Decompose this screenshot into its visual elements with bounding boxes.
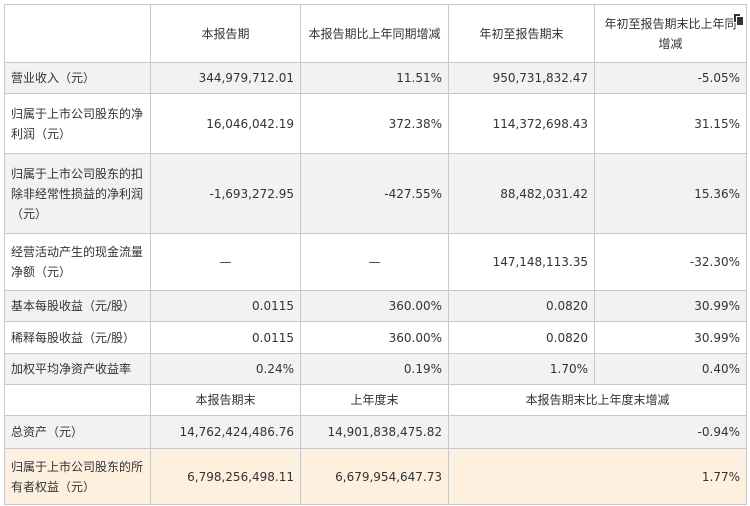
table-row: 基本每股收益（元/股） 0.0115 360.00% 0.0820 30.99%	[4, 290, 747, 322]
header-current-period: 本报告期	[150, 4, 301, 63]
cell-current-period-change: 360.00%	[300, 290, 449, 322]
cell-current-period-change: 11.51%	[300, 62, 449, 94]
row-label: 稀释每股收益（元/股）	[4, 321, 151, 354]
header-year-to-date-change-line1: 年初至报告期末比上年同	[604, 16, 737, 31]
cell-current-period: 16,046,042.19	[150, 93, 301, 154]
table-row: 营业收入（元） 344,979,712.01 11.51% 950,731,83…	[4, 62, 747, 94]
cell-year-to-date-change: 0.40%	[594, 353, 747, 385]
cell-current-period: 344,979,712.01	[150, 62, 301, 94]
header-period-end-change: 本报告期末比上年度末增减	[448, 384, 747, 416]
cell-current-period: -1,693,272.95	[150, 153, 301, 234]
cell-year-to-date-change: 30.99%	[594, 290, 747, 322]
cell-current-period-change: 0.19%	[300, 353, 449, 385]
cell-year-to-date: 1.70%	[448, 353, 595, 385]
cell-year-to-date-change: -5.05%	[594, 62, 747, 94]
cell-year-to-date: 88,482,031.42	[448, 153, 595, 234]
cell-year-to-date: 950,731,832.47	[448, 62, 595, 94]
table-row: 归属于上市公司股东的净利润（元） 16,046,042.19 372.38% 1…	[4, 93, 747, 154]
row-label: 归属于上市公司股东的所有者权益（元）	[4, 448, 151, 505]
header-year-to-date-change: 年初至报告期末比上年同 增减	[594, 4, 747, 63]
cell-prior-year-end: 14,901,838,475.82	[300, 415, 449, 449]
cell-current-period: 0.24%	[150, 353, 301, 385]
cell-year-to-date: 147,148,113.35	[448, 233, 595, 291]
row-label: 加权平均净资产收益率	[4, 353, 151, 385]
header2-empty-cell	[4, 384, 151, 416]
cell-year-to-date-change: 31.15%	[594, 93, 747, 154]
cell-year-to-date-change: -32.30%	[594, 233, 747, 291]
header-empty-cell	[4, 4, 151, 63]
cell-current-period: 0.0115	[150, 290, 301, 322]
header-period-end: 本报告期末	[150, 384, 301, 416]
cell-current-period-change: -427.55%	[300, 153, 449, 234]
table-row: 加权平均净资产收益率 0.24% 0.19% 1.70% 0.40%	[4, 353, 747, 385]
table-row: 经营活动产生的现金流量净额（元） — — 147,148,113.35 -32.…	[4, 233, 747, 291]
cell-current-period: 0.0115	[150, 321, 301, 354]
table-row: 归属于上市公司股东的扣除非经常性损益的净利润（元） -1,693,272.95 …	[4, 153, 747, 234]
cell-period-end: 14,762,424,486.76	[150, 415, 301, 449]
row-label: 基本每股收益（元/股）	[4, 290, 151, 322]
copy-icon[interactable]	[733, 13, 744, 26]
table-row: 总资产（元） 14,762,424,486.76 14,901,838,475.…	[4, 415, 747, 449]
header-row-2: 本报告期末 上年度末 本报告期末比上年度末增减	[4, 384, 747, 416]
key-financial-data-table: 本报告期 本报告期比上年同期增减 年初至报告期末 年初至报告期末比上年同 增减 …	[4, 4, 747, 505]
cell-prior-year-end: 6,679,954,647.73	[300, 448, 449, 505]
cell-year-to-date: 0.0820	[448, 321, 595, 354]
header-row: 本报告期 本报告期比上年同期增减 年初至报告期末 年初至报告期末比上年同 增减	[4, 4, 747, 63]
cell-year-to-date: 114,372,698.43	[448, 93, 595, 154]
cell-year-to-date: 0.0820	[448, 290, 595, 322]
row-label: 归属于上市公司股东的扣除非经常性损益的净利润（元）	[4, 153, 151, 234]
cell-current-period-change: 372.38%	[300, 93, 449, 154]
cell-current-period: —	[150, 233, 301, 291]
cell-current-period-change: 360.00%	[300, 321, 449, 354]
cell-year-to-date-change: 15.36%	[594, 153, 747, 234]
table-row: 归属于上市公司股东的所有者权益（元） 6,798,256,498.11 6,67…	[4, 448, 747, 505]
cell-period-end-change: -0.94%	[448, 415, 747, 449]
row-label: 总资产（元）	[4, 415, 151, 449]
header-year-to-date: 年初至报告期末	[448, 4, 595, 63]
header-current-period-change: 本报告期比上年同期增减	[300, 4, 449, 63]
cell-period-end: 6,798,256,498.11	[150, 448, 301, 505]
row-label: 经营活动产生的现金流量净额（元）	[4, 233, 151, 291]
cell-year-to-date-change: 30.99%	[594, 321, 747, 354]
row-label: 归属于上市公司股东的净利润（元）	[4, 93, 151, 154]
table-row: 稀释每股收益（元/股） 0.0115 360.00% 0.0820 30.99%	[4, 321, 747, 354]
header-year-to-date-change-line2: 增减	[658, 36, 683, 51]
cell-current-period-change: —	[300, 233, 449, 291]
header-prior-year-end: 上年度末	[300, 384, 449, 416]
row-label: 营业收入（元）	[4, 62, 151, 94]
cell-period-end-change: 1.77%	[448, 448, 747, 505]
